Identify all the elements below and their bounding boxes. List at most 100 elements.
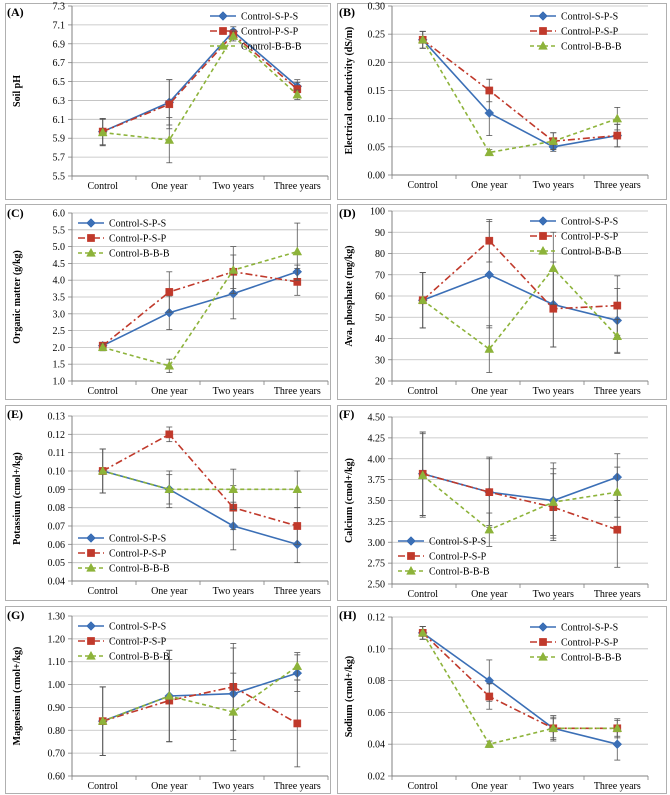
data-point: [292, 661, 303, 670]
chart-panel-2: 0.00 0.05 0.10 0.15 0.20 0.25 0.30 Control One y…: [337, 2, 667, 200]
legend-label: Control-S-P-S: [109, 534, 166, 545]
legend-label: Control-S-P-S: [561, 12, 618, 23]
y-tick-label: 3.0: [53, 309, 66, 320]
x-tick-label: Control: [87, 181, 118, 192]
y-axis-label: Soil pH: [12, 75, 23, 107]
legend-label: Control-P-S-P: [561, 232, 619, 243]
series-Control-B-B-B: [97, 31, 303, 164]
legend-label: Control-B-B-B: [109, 652, 170, 663]
y-tick-label: 6.7: [53, 58, 66, 69]
legend-marker: [218, 40, 228, 50]
data-point: [484, 344, 495, 353]
legend-label: Control-S-P-S: [241, 12, 298, 23]
panel-label: (C): [7, 206, 24, 220]
data-point: [417, 34, 428, 44]
x-tick-label: Three years: [594, 386, 641, 397]
y-tick-label: 0.30: [368, 2, 386, 13]
legend: Control-S-P-S Control-P-S-P Control-B-B-B: [78, 533, 170, 575]
x-tick-label: Three years: [274, 781, 321, 792]
y-tick-label: 0.00: [368, 171, 386, 182]
legend-marker: [539, 232, 547, 240]
legend: Control-S-P-S Control-P-S-P Control-B-B-B: [210, 11, 302, 53]
series-line: [422, 632, 618, 746]
legend-marker: [538, 216, 548, 226]
y-tick-label: 0.20: [368, 58, 386, 69]
legend-marker: [538, 40, 548, 50]
y-tick-label: 7.3: [53, 2, 66, 13]
data-point: [417, 295, 428, 304]
series-line: [102, 271, 298, 347]
legend-label: Control-B-B-B: [561, 42, 622, 53]
x-tick-label: One year: [151, 181, 188, 192]
series-Control-B-B-B: [417, 231, 623, 373]
legend-label: Control-B-B-B: [561, 653, 622, 664]
series-Control-B-B-B: [97, 649, 303, 756]
y-tick-label: 2.50: [368, 580, 386, 591]
y-tick-label: 3.25: [368, 517, 386, 528]
y-tick-label: 6.3: [53, 96, 66, 107]
y-axis-label: Calcium (cmol+/kg): [344, 458, 355, 543]
data-point: [164, 484, 175, 493]
y-tick-label: 3.5: [53, 293, 66, 304]
legend: Control-S-P-S Control-P-S-P Control-B-B-B: [398, 536, 490, 578]
y-tick-label: 1.5: [53, 360, 66, 371]
y-tick-label: 5.9: [53, 134, 66, 145]
x-tick-label: Control: [87, 781, 118, 792]
legend-marker: [219, 27, 227, 35]
x-tick-label: Control: [407, 781, 438, 792]
chart-panel-8: 0.02 0.04 0.06 0.08 0.10 0.12 Control One year T…: [337, 606, 667, 794]
y-tick-label: 7.1: [53, 20, 66, 31]
y-tick-label: 2.0: [53, 343, 66, 354]
data-point: [293, 522, 302, 530]
series-Control-B-B-B: [97, 448, 303, 510]
series-line: [102, 270, 298, 347]
data-point: [485, 692, 494, 701]
legend-marker: [86, 533, 96, 543]
y-tick-label: 20: [375, 377, 385, 388]
chart-panel-5: 0.04 0.05 0.06 0.07 0.08 0.09 0.10 0.11 0.12 0.13…: [5, 405, 331, 601]
y-tick-label: 0.11: [48, 448, 65, 459]
y-tick-label: 0.04: [368, 740, 386, 751]
x-tick-label: Two years: [213, 181, 254, 192]
data-point: [549, 304, 558, 313]
y-tick-label: 90: [375, 228, 385, 239]
data-point: [612, 739, 623, 750]
legend-label: Control-S-P-S: [561, 217, 618, 228]
series-line: [102, 665, 298, 722]
legend-label: Control-P-S-P: [109, 549, 167, 560]
data-point: [613, 131, 622, 140]
data-point: [97, 342, 108, 352]
legend-label: Control-S-P-S: [561, 623, 618, 634]
data-point: [612, 723, 623, 732]
series-line: [102, 250, 298, 367]
y-axis-label: Sodium (cmol+/kg): [344, 656, 355, 738]
data-point: [548, 497, 559, 506]
y-tick-label: 0.04: [48, 577, 66, 588]
data-point: [417, 470, 428, 480]
x-tick-label: Two years: [213, 781, 254, 792]
legend-marker: [87, 637, 95, 645]
series-line: [422, 39, 618, 154]
chart-panel-6: 2.50 2.75 3.00 3.25 3.50 3.75 4.00 4.25 4.50 Cont…: [337, 405, 667, 601]
x-tick-label: Control: [87, 386, 118, 397]
data-point: [484, 739, 495, 748]
x-tick-label: One year: [151, 386, 188, 397]
x-tick-label: One year: [151, 781, 188, 792]
series-line: [102, 470, 298, 491]
panel-label: (E): [7, 407, 23, 421]
y-tick-label: 3.00: [368, 538, 386, 549]
data-point: [548, 723, 559, 732]
series-line: [422, 473, 618, 531]
x-tick-label: Three years: [594, 781, 641, 792]
data-point: [484, 108, 495, 118]
series-line: [102, 33, 298, 133]
x-tick-label: Three years: [274, 386, 321, 397]
series-line: [102, 686, 298, 725]
legend-marker: [538, 11, 548, 21]
legend-marker: [406, 565, 416, 575]
data-point: [292, 246, 303, 256]
y-tick-label: 6.5: [53, 77, 66, 88]
legend: Control-S-P-S Control-P-S-P Control-B-B-B: [530, 216, 622, 258]
series-line: [102, 30, 298, 133]
y-tick-label: 0.25: [368, 30, 386, 41]
